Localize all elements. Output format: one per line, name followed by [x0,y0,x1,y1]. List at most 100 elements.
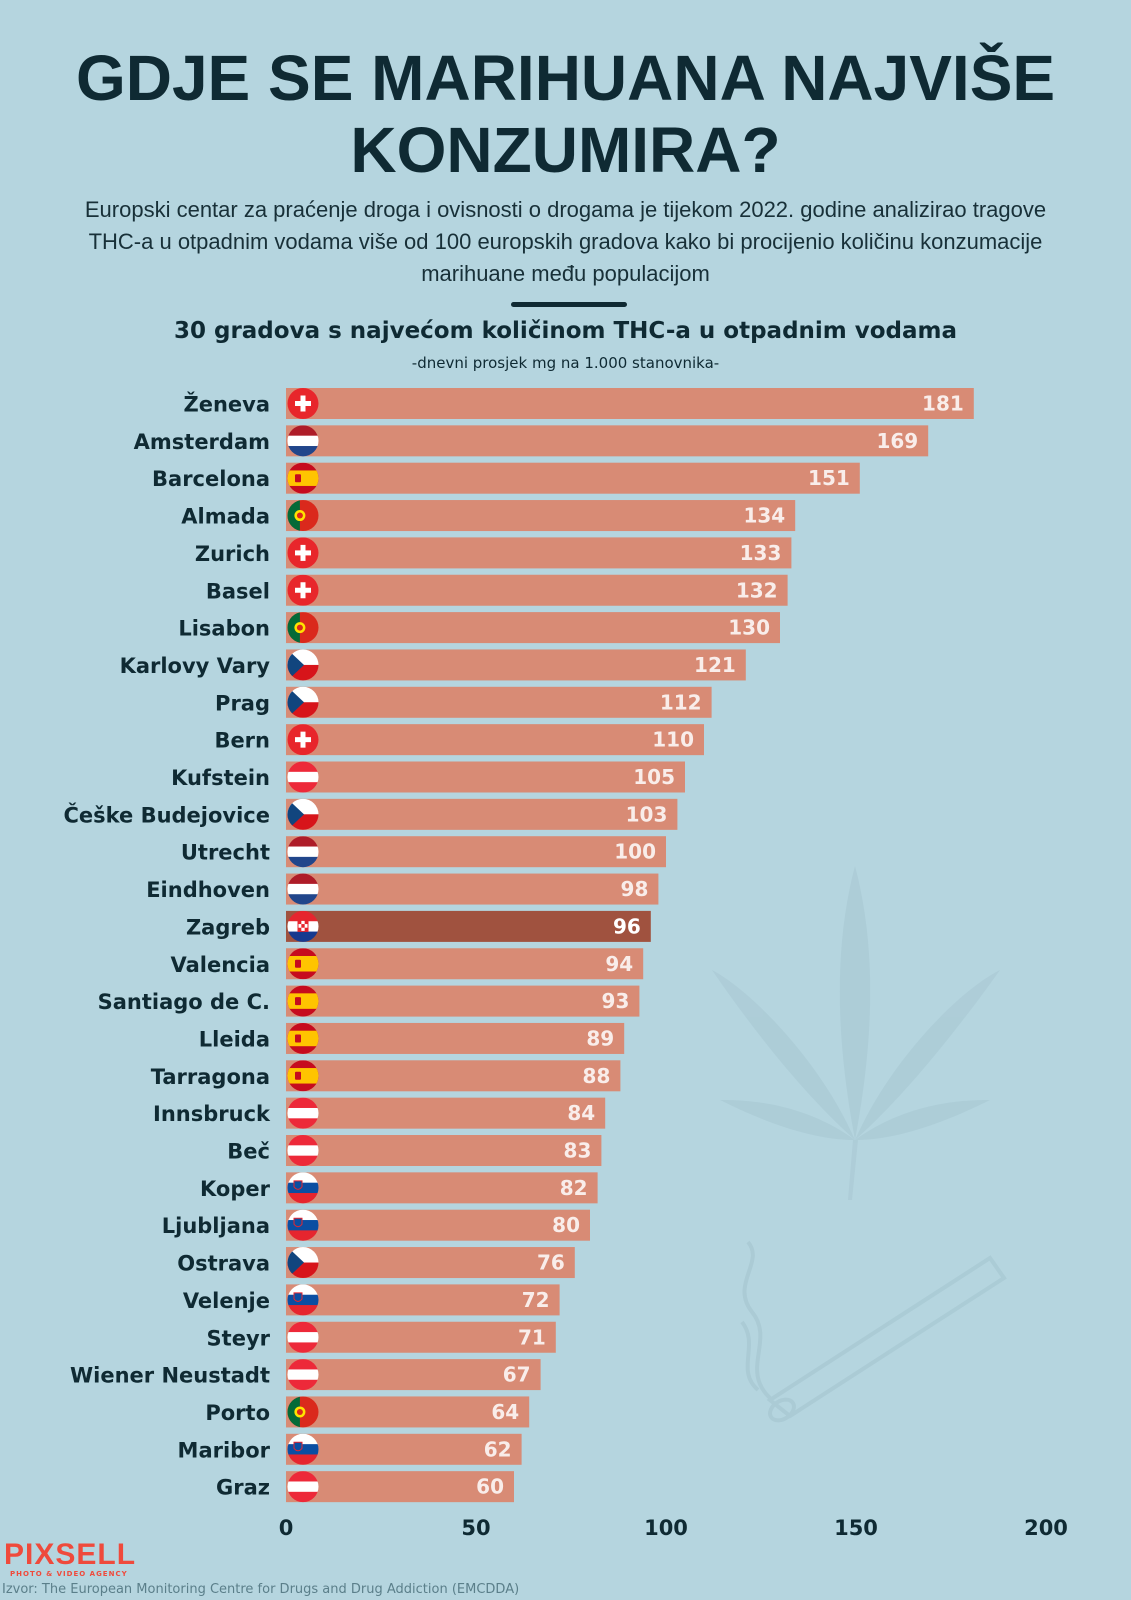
city-label: Koper [200,1177,271,1201]
bar-row-zeneva: Ženeva 181 [183,388,974,419]
bar-row-maribor: Maribor 62 [178,1433,522,1465]
bar-row-santiago-de-c: Santiago de C. 93 [98,985,640,1017]
austria-flag-icon [287,1471,319,1503]
austria-flag-icon [287,1321,319,1353]
bar-koper [286,1172,598,1204]
bar-value-label: 89 [586,1026,614,1050]
x-tick-label: 50 [461,1516,490,1540]
slovenia-flag-icon [287,1433,319,1465]
city-label: Innsbruck [153,1102,271,1126]
bar-value-label: 82 [560,1176,588,1200]
bar-row-steyr: Steyr 71 [207,1321,556,1353]
bar-row-ljubljana: Ljubljana 80 [162,1209,590,1241]
bar-value-label: 98 [621,877,649,901]
netherlands-flag-icon [287,836,319,868]
bar-bec [286,1135,602,1166]
city-label: Prag [215,691,270,715]
city-label: Valencia [171,953,270,977]
bar-ostrava [286,1247,575,1279]
bar-value-label: 151 [808,466,850,490]
bar-value-label: 72 [522,1288,550,1312]
bar-row-lisabon: Lisabon 130 [178,612,780,644]
bar-value-label: 181 [922,392,964,416]
slovenia-flag-icon [287,1172,319,1204]
city-label: Tarragona [151,1065,270,1089]
bar-row-eindhoven: Eindhoven 98 [146,873,659,905]
bar-row-ceske-budejovice: Češke Budejovice 103 [63,798,678,830]
bar-row-basel: Basel 132 [206,574,788,606]
x-tick-label: 100 [644,1516,688,1540]
city-label: Wiener Neustadt [70,1364,270,1388]
switzerland-flag-icon [287,574,319,606]
bar-value-label: 100 [614,840,656,864]
title-divider [511,302,627,307]
bar-value-label: 76 [537,1251,565,1275]
bar-value-label: 62 [484,1437,512,1461]
bar-row-innsbruck: Innsbruck 84 [153,1097,606,1129]
city-label: Santiago de C. [98,990,270,1014]
city-label: Kufstein [171,766,270,790]
bar-value-label: 169 [876,429,918,453]
bar-zurich [286,537,792,569]
bar-prag [286,686,712,718]
city-label: Velenje [183,1289,270,1313]
bar-ljubljana [286,1209,590,1241]
spain-flag-icon [287,1022,319,1054]
bar-innsbruck [286,1097,606,1129]
austria-flag-icon [287,761,319,793]
bar-zeneva [286,388,974,419]
city-label: Ženeva [183,392,270,417]
bar-value-label: 64 [491,1400,519,1424]
netherlands-flag-icon [287,425,319,457]
bar-value-label: 67 [503,1363,531,1387]
bar-steyr [286,1321,556,1353]
city-label: Bern [214,729,270,753]
bar-value-label: 84 [567,1101,595,1125]
cannabis-leaf-icon [712,866,1000,1200]
bar-value-label: 71 [518,1325,546,1349]
portugal-flag-icon [287,1396,319,1428]
city-label: Utrecht [181,841,270,865]
bar-row-almada: Almada 134 [181,500,796,532]
bar-value-label: 93 [602,989,630,1013]
bar-row-zagreb: Zagreb 96 [186,910,651,942]
bar-porto [286,1396,530,1428]
bar-row-bern: Bern 110 [214,724,704,756]
bar-row-lleida: Lleida 89 [199,1022,625,1054]
bar-tarragona [286,1060,621,1092]
bar-row-graz: Graz 60 [216,1471,514,1503]
czechia-flag-icon [287,686,319,718]
chart-title: 30 gradova s najvećom količinom THC-a u … [173,318,958,344]
bar-row-ostrava: Ostrava 76 [177,1247,575,1279]
bar-value-label: 121 [694,653,736,677]
slovenia-flag-icon [287,1209,319,1241]
bar-kufstein [286,761,685,793]
bar-value-label: 103 [626,802,668,826]
bar-eindhoven [286,873,659,905]
bar-row-koper: Koper 82 [200,1172,598,1204]
bar-value-label: 60 [476,1475,504,1499]
bar-lisabon [286,612,780,644]
source-note: Izvor: The European Monitoring Centre fo… [2,1582,520,1597]
bar-value-label: 130 [728,616,770,640]
bar-value-label: 133 [740,541,782,565]
city-label: Beč [227,1140,270,1164]
spain-flag-icon [287,1060,319,1092]
city-label: Zurich [195,542,270,566]
bar-value-label: 88 [583,1064,611,1088]
city-label: Barcelona [152,467,270,491]
croatia-flag-icon [287,910,319,942]
bar-row-prag: Prag 112 [215,686,712,718]
portugal-flag-icon [287,612,319,644]
spain-flag-icon [287,948,319,980]
joint-icon [740,1240,1007,1423]
bar-amsterdam [286,425,929,457]
bar-row-barcelona: Barcelona 151 [152,462,860,494]
bar-row-tarragona: Tarragona 88 [151,1060,621,1092]
city-label: Porto [205,1401,270,1425]
bar-barcelona [286,462,860,494]
netherlands-flag-icon [287,873,319,905]
x-tick-label: 0 [279,1516,294,1540]
bar-santiago-de-c [286,985,640,1017]
austria-flag-icon [287,1359,319,1391]
